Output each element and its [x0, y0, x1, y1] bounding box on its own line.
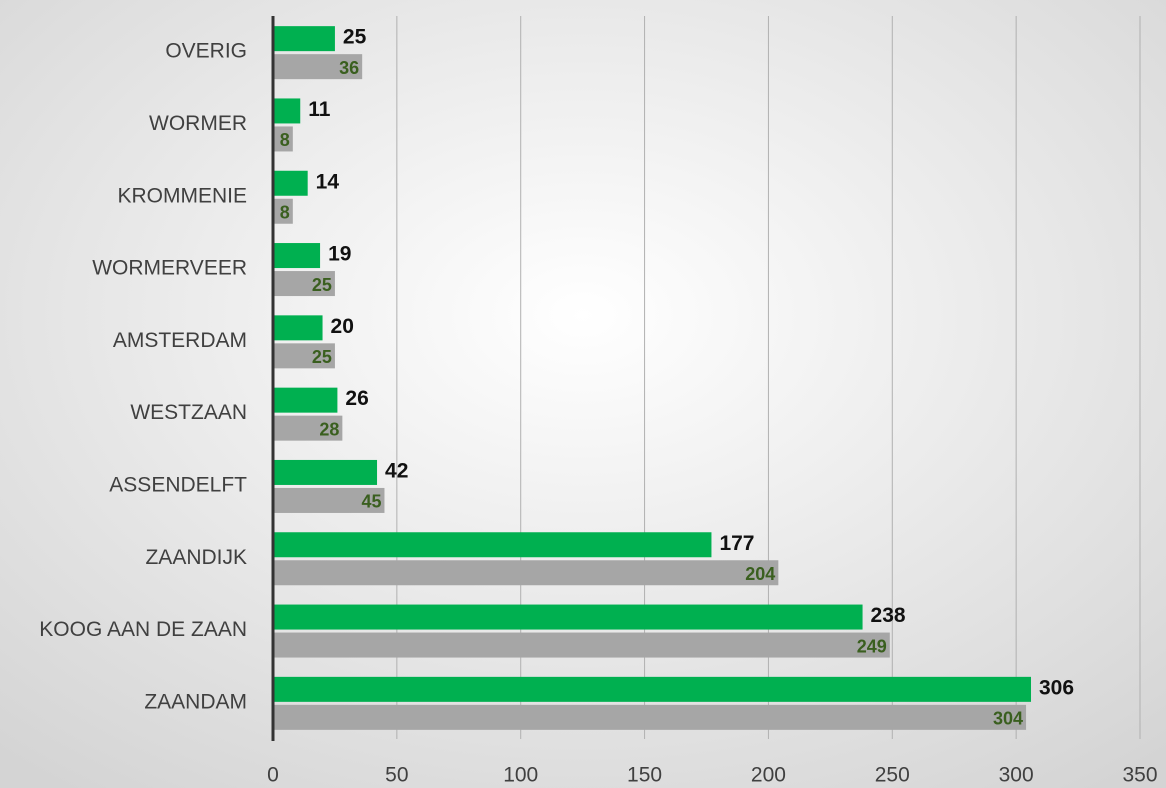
- bar: [273, 170, 308, 196]
- value-label: 25: [312, 275, 332, 295]
- y-tick-label: KROMMENIE: [117, 184, 247, 207]
- value-label: 45: [361, 492, 381, 512]
- bar: [273, 415, 343, 441]
- bar: [273, 198, 293, 224]
- bar: [273, 560, 779, 586]
- value-label: 11: [308, 98, 331, 121]
- bar: [273, 271, 335, 297]
- x-tick-label: 300: [999, 764, 1034, 787]
- value-label: 28: [319, 419, 339, 439]
- bar: [273, 532, 712, 558]
- x-tick-label: 150: [627, 764, 662, 787]
- y-tick-label: OVERIG: [165, 40, 247, 63]
- y-tick-label: ZAANDAM: [144, 690, 247, 713]
- y-tick-label: AMSTERDAM: [113, 329, 247, 352]
- value-label: 249: [857, 636, 887, 656]
- value-label: 20: [331, 315, 354, 338]
- bar: [273, 26, 335, 52]
- value-label: 25: [312, 347, 332, 367]
- bar: [273, 315, 323, 341]
- value-label: 14: [316, 170, 340, 193]
- x-tick-label: 50: [385, 764, 408, 787]
- bar: [273, 676, 1032, 702]
- y-tick-label: ASSENDELFT: [109, 473, 247, 496]
- value-label: 42: [385, 459, 408, 482]
- bar: [273, 126, 293, 152]
- bar: [273, 343, 335, 369]
- y-tick-label: KOOG AAN DE ZAAN: [39, 618, 247, 641]
- value-label: 25: [343, 26, 367, 49]
- x-tick-label: 250: [875, 764, 910, 787]
- value-label: 204: [745, 564, 775, 584]
- bar: [273, 54, 363, 80]
- y-tick-label: WESTZAAN: [130, 401, 247, 424]
- bar: [273, 632, 890, 658]
- bar: [273, 243, 321, 269]
- bar: [273, 704, 1027, 730]
- value-label: 36: [339, 58, 359, 78]
- bar: [273, 459, 378, 485]
- value-label: 304: [993, 709, 1023, 729]
- x-tick-label: 200: [751, 764, 786, 787]
- x-tick-label: 100: [503, 764, 538, 787]
- bar: [273, 487, 385, 513]
- value-label: 8: [280, 130, 290, 150]
- value-label: 238: [871, 604, 906, 627]
- x-tick-label: 350: [1122, 764, 1157, 787]
- y-tick-label: WORMERVEER: [92, 257, 247, 280]
- y-tick-label: WORMER: [149, 112, 247, 135]
- value-label: 8: [280, 203, 290, 223]
- bar: [273, 604, 863, 630]
- x-tick-label: 0: [267, 764, 279, 787]
- value-label: 177: [719, 532, 754, 555]
- bar: [273, 387, 338, 413]
- y-tick-label: ZAANDIJK: [145, 546, 247, 569]
- value-label: 19: [328, 243, 351, 266]
- value-label: 26: [345, 387, 368, 410]
- bar: [273, 98, 301, 124]
- value-label: 306: [1039, 676, 1074, 699]
